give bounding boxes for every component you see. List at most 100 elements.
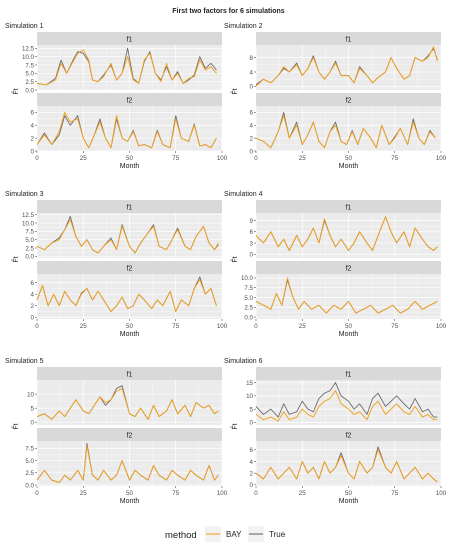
facet-strip — [37, 367, 222, 380]
x-axis-label: Month — [339, 498, 359, 505]
y-tick-label: 0.0 — [244, 314, 253, 321]
series-line-bay — [36, 111, 217, 149]
y-tick-label: 5 — [31, 405, 35, 412]
series-line-bay — [255, 216, 438, 251]
y-tick-label: 2 — [250, 470, 254, 477]
facet-label: f2 — [346, 266, 352, 273]
x-axis-label: Month — [120, 498, 140, 505]
series-line-bay — [36, 219, 219, 254]
y-tick-label: 4 — [250, 123, 254, 130]
legend-title: method — [165, 530, 197, 541]
facet-f1: f1 0 4 8 — [250, 32, 442, 91]
y-tick-label: 10.0 — [22, 220, 35, 227]
series-line-bay — [255, 46, 438, 87]
legend-label-bay: BAY — [226, 530, 242, 539]
y-tick-label: 0 — [250, 148, 254, 155]
x-tick-label: 75 — [391, 323, 398, 330]
y-tick-label: 6 — [250, 110, 254, 117]
chart-sim-2: Simulation 2 f1 0 4 8 f2 0 2 4 6 0 25 50 75 100 Month F̂… — [224, 23, 447, 170]
series-line-bay — [255, 277, 438, 314]
x-axis-label: Month — [339, 163, 359, 170]
x-tick-label: 75 — [172, 155, 179, 162]
figure-title: First two factors for 6 simulations — [172, 8, 285, 15]
x-tick-label: 100 — [436, 323, 447, 330]
y-axis-label: F̂t — [231, 256, 239, 262]
facet-label: f1 — [127, 372, 133, 379]
x-tick-label: 50 — [126, 323, 133, 330]
y-tick-label: 6 — [31, 110, 35, 117]
facet-label: f2 — [346, 433, 352, 440]
charts: Simulation 1f10.02.55.07.510.012.5f20246… — [5, 23, 447, 505]
y-tick-label: 0 — [250, 252, 254, 259]
series-line-true — [255, 382, 438, 418]
chart-title: Simulation 2 — [224, 23, 263, 30]
facet-f1: f1 0.02.55.0 7.510.012.5 — [22, 32, 223, 94]
y-tick-label: 9 — [250, 218, 254, 225]
y-tick-label: 0 — [250, 482, 254, 489]
facet-f2: f2 0 2 4 6 — [31, 261, 223, 322]
facet-label: f2 — [346, 98, 352, 105]
chart-title: Simulation 3 — [5, 191, 44, 198]
series-line-bay — [36, 387, 219, 420]
x-tick-label: 25 — [299, 490, 306, 497]
x-tick-label: 25 — [80, 155, 87, 162]
x-tick-label: 0 — [254, 490, 258, 497]
facet-label: f2 — [127, 98, 133, 105]
x-tick-label: 25 — [80, 323, 87, 330]
facet-f2: f2 0 2 4 6 — [31, 93, 223, 155]
x-tick-label: 100 — [217, 490, 228, 497]
facet-label: f1 — [346, 37, 352, 44]
y-axis-label: F̂t — [231, 423, 239, 429]
legend-label-true: True — [269, 530, 286, 539]
x-tick-label: 0 — [254, 155, 258, 162]
facet-strip — [37, 200, 222, 213]
facet-strip — [256, 428, 441, 441]
x-tick-label: 100 — [217, 155, 228, 162]
y-tick-label: 6 — [31, 280, 35, 287]
chart-sim-4: Simulation 4 f1 0 3 6 9 f2 0.0 2.5 5.0 7.5 10.0 0 25 5… — [224, 191, 447, 338]
y-tick-label: 3 — [250, 240, 254, 247]
x-tick-label: 75 — [172, 490, 179, 497]
facet-f2: f2 0.0 2.5 5.0 7.5 10.0 — [241, 261, 442, 321]
y-tick-label: 0 — [250, 84, 254, 91]
facet-strip — [256, 367, 441, 380]
x-tick-label: 100 — [436, 490, 447, 497]
facet-strip — [256, 261, 441, 274]
facet-label: f1 — [127, 37, 133, 44]
y-tick-label: 7.5 — [25, 446, 34, 453]
y-tick-label: 2.5 — [25, 470, 34, 477]
x-axis-label: Month — [120, 163, 140, 170]
y-tick-label: 2 — [31, 303, 35, 310]
chart-title: Simulation 6 — [224, 358, 263, 365]
x-tick-label: 75 — [391, 155, 398, 162]
facet-strip — [256, 200, 441, 213]
y-tick-label: 5.0 — [25, 237, 34, 244]
chart-title: Simulation 1 — [5, 23, 44, 30]
facet-label: f2 — [127, 433, 133, 440]
facet-f1: f1 0 5 10 15 — [246, 367, 442, 427]
x-tick-label: 50 — [345, 155, 352, 162]
y-tick-label: 10 — [27, 391, 34, 398]
x-axis-label: Month — [339, 331, 359, 338]
y-tick-label: 5.0 — [25, 71, 34, 78]
y-tick-label: 6 — [250, 447, 254, 454]
y-tick-label: 12.5 — [22, 212, 35, 219]
facet-label: f1 — [346, 372, 352, 379]
facet-label: f1 — [127, 205, 133, 212]
x-tick-label: 25 — [80, 490, 87, 497]
x-tick-label: 75 — [391, 490, 398, 497]
facet-strip — [37, 261, 222, 274]
y-tick-label: 4 — [250, 69, 254, 76]
y-tick-label: 7.5 — [244, 285, 253, 292]
series-line-bay — [255, 115, 436, 149]
x-axis-label: Month — [120, 331, 140, 338]
facet-strip — [256, 93, 441, 106]
facet-label: f1 — [346, 205, 352, 212]
y-tick-label: 4 — [31, 291, 35, 298]
y-tick-label: 10.0 — [241, 275, 254, 282]
y-tick-label: 0.0 — [25, 87, 34, 94]
y-tick-label: 5.0 — [244, 295, 253, 302]
y-tick-label: 0 — [250, 420, 254, 427]
chart-sim-5: Simulation 5 f1 0 5 10 f2 0.0 2.5 5.0 7.5 0 25 50 75 1… — [5, 358, 228, 505]
